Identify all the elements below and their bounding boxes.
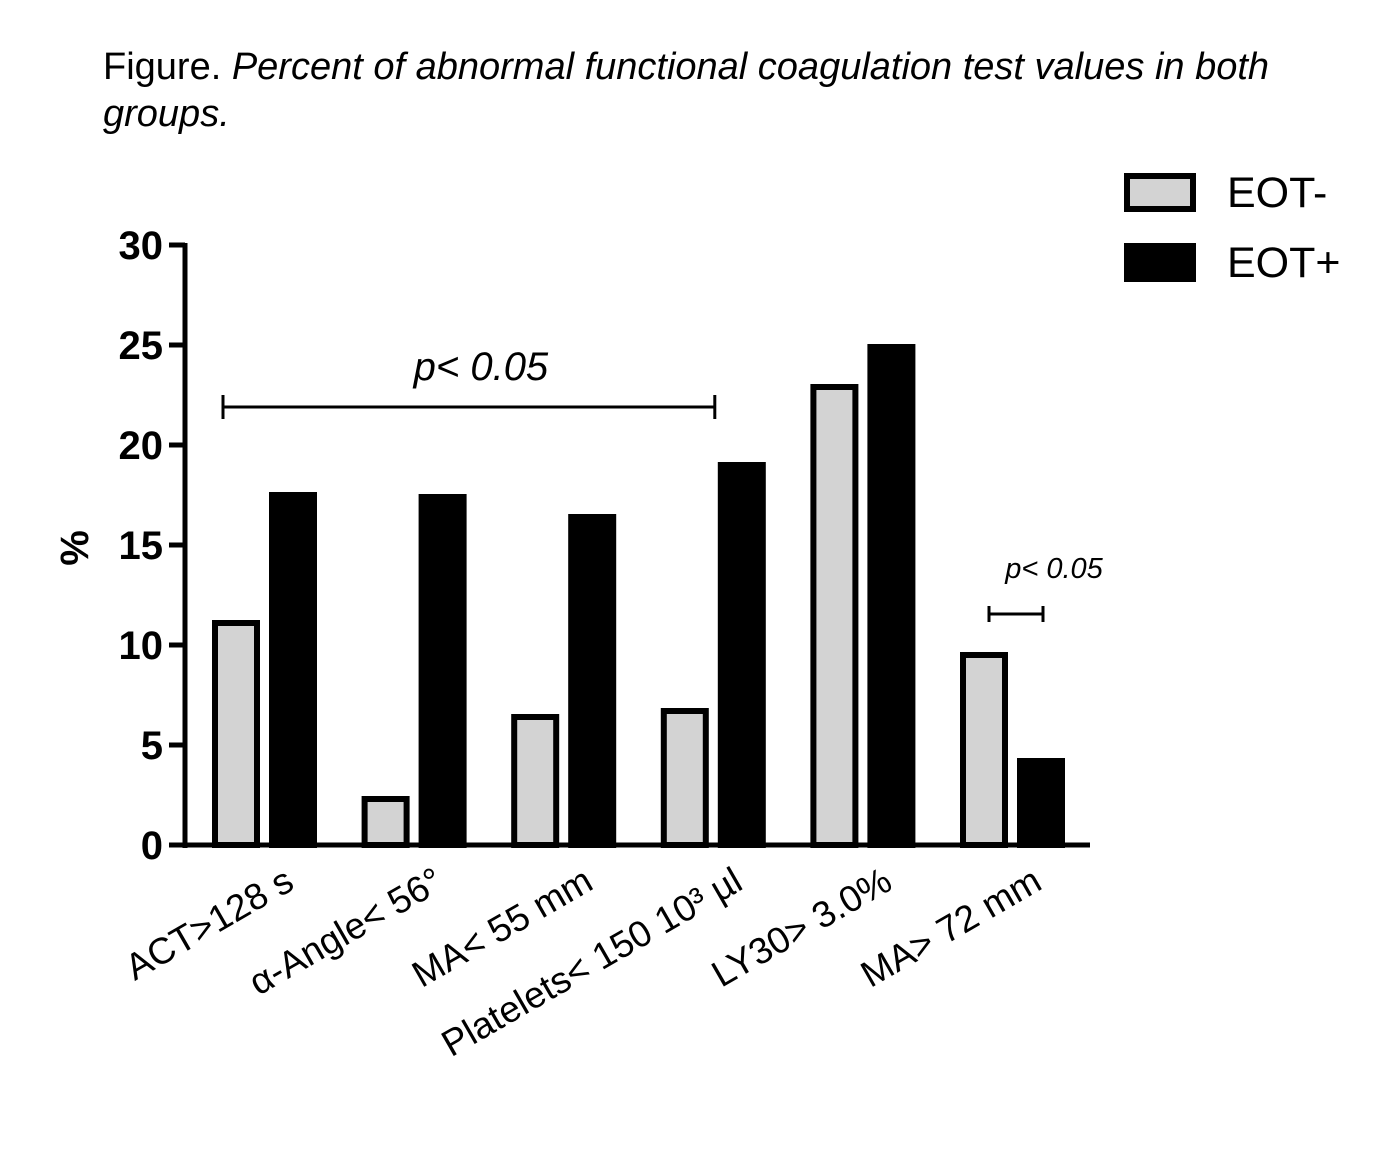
y-axis: 0 5 10 15 20 25 30%	[53, 224, 188, 868]
legend-swatch-EOT-	[1124, 173, 1196, 212]
caption-prefix: Figure.	[103, 46, 232, 88]
y-axis-label: %	[53, 530, 97, 566]
y-tick-label: 5	[141, 724, 163, 768]
bar-EOT-	[960, 652, 1008, 848]
annotations: p< 0.05 p< 0.05	[221, 345, 1104, 622]
bar-EOT-	[810, 384, 859, 848]
significance-label: p< 0.05	[1004, 553, 1103, 585]
bar-EOT-	[660, 708, 709, 848]
figure-caption: Figure. Percent of abnormal functional c…	[103, 44, 1343, 138]
legend: EOT- EOT+	[1124, 169, 1341, 287]
bars	[212, 344, 1065, 848]
y-tick-label: 10	[119, 624, 164, 668]
significance-label: p< 0.05	[413, 345, 549, 389]
legend-swatch-EOT+	[1124, 243, 1196, 282]
y-tick-label: 15	[119, 524, 164, 568]
bar-EOT+	[717, 462, 766, 848]
bar-EOT-	[361, 796, 410, 848]
y-tick-label: 25	[119, 324, 164, 368]
bar-EOT-	[212, 620, 260, 848]
y-tick-label: 20	[119, 424, 164, 468]
legend-label: EOT-	[1227, 169, 1327, 217]
bar-EOT+	[568, 514, 617, 848]
caption-text: Percent of abnormal functional coagulati…	[103, 46, 1270, 135]
y-tick-label: 30	[119, 224, 164, 268]
bar-EOT+	[418, 494, 467, 848]
y-tick-label: 0	[141, 824, 163, 868]
bar-EOT+	[1017, 758, 1065, 848]
x-axis: ACT>128 sα-Angle< 56°MA< 55 mmPlatelets<…	[118, 842, 1090, 1064]
bar-EOT+	[867, 344, 916, 848]
legend-label: EOT+	[1227, 239, 1341, 287]
bar-EOT+	[269, 492, 317, 848]
bar-EOT-	[511, 714, 560, 848]
